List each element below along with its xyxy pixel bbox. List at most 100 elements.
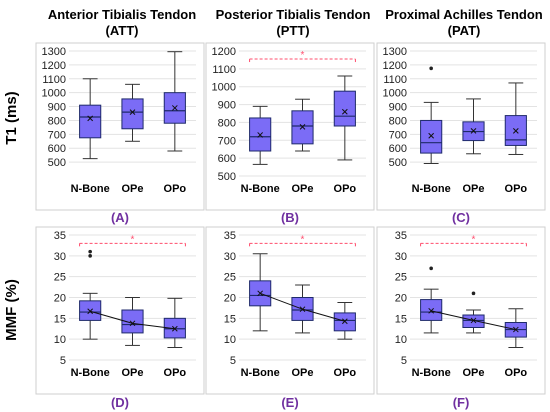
y-tick-label: 900 [389, 102, 407, 114]
y-tick-label: 30 [54, 251, 66, 263]
y-tick-label: 10 [224, 334, 236, 346]
mean-marker [87, 115, 94, 122]
y-tick-label: 700 [218, 135, 236, 147]
y-tick-label: 1200 [42, 60, 66, 72]
y-tick-label: 1300 [42, 46, 66, 58]
y-tick-label: 1100 [383, 74, 407, 86]
category-label: OPe [462, 367, 484, 379]
panel-4: 5 10 15 20 25 30 35 N-Bone OPe OPo * (D) [35, 226, 205, 410]
category-label: N-Bone [412, 367, 451, 379]
panel-frame [35, 42, 205, 211]
y-tick-label: 30 [224, 251, 236, 263]
y-tick-label: 1200 [212, 46, 236, 58]
box-iqr [79, 104, 102, 139]
panel-5: 5 10 15 20 25 30 35 N-Bone OPe OPo * (E) [205, 226, 375, 410]
mean-marker [428, 132, 435, 139]
significance-star: * [472, 234, 476, 245]
box-iqr [462, 314, 485, 328]
y-tick-label: 20 [224, 293, 236, 305]
category-label: OPe [121, 183, 143, 195]
panel-label: (D) [111, 395, 129, 410]
panel-6: 5 10 15 20 25 30 35 N-Bone OPe OPo * (F) [376, 226, 546, 410]
y-tick-label: 20 [395, 293, 407, 305]
mean-trend-line [90, 310, 175, 330]
y-tick-label: 5 [401, 355, 407, 367]
mean-marker [341, 108, 348, 115]
outlier-point [88, 254, 92, 258]
y-tick-label: 800 [48, 115, 66, 127]
y-tick-label: 10 [395, 334, 407, 346]
y-tick-label: 1000 [42, 88, 66, 100]
y-tick-label: 800 [389, 115, 407, 127]
column-title-pat-line1: Proximal Achilles Tendon [385, 7, 543, 22]
box-iqr [121, 309, 144, 334]
y-tick-label: 5 [60, 355, 66, 367]
category-label: OPo [164, 183, 187, 195]
category-label: N-Bone [412, 183, 451, 195]
category-label: OPo [505, 367, 528, 379]
category-label: OPo [334, 183, 357, 195]
panel-label: (B) [281, 210, 299, 225]
outlier-point [471, 291, 476, 296]
y-tick-label: 1100 [42, 74, 66, 86]
significance-star: * [131, 234, 135, 245]
column-title-pat-line2: (PAT) [448, 23, 481, 38]
y-tick-label: 25 [395, 272, 407, 284]
box-iqr [420, 119, 443, 154]
y-tick-label: 35 [224, 230, 236, 242]
y-tick-label: 1300 [383, 46, 407, 58]
category-label: OPo [334, 367, 357, 379]
category-label: OPo [164, 367, 187, 379]
y-tick-label: 600 [389, 143, 407, 155]
category-label: N-Bone [71, 183, 110, 195]
outlier-point [429, 266, 433, 271]
panel-label: (E) [281, 395, 298, 410]
category-label: OPe [121, 367, 143, 379]
column-title-ptt-line1: Posterior Tibialis Tendon [216, 7, 371, 22]
mean-marker [512, 128, 519, 134]
row-label-mmf: MMF (%) [3, 279, 20, 341]
column-title-att-line1: Anterior Tibialis Tendon [48, 7, 196, 22]
y-tick-label: 20 [54, 293, 66, 305]
panel-label: (A) [111, 210, 129, 225]
panel-label: (F) [453, 395, 470, 410]
column-title-att-line2: (ATT) [106, 23, 139, 38]
category-label: OPo [505, 183, 528, 195]
y-tick-label: 15 [224, 313, 236, 325]
panel-frame [35, 226, 205, 395]
mean-trend-line [431, 310, 516, 331]
box-iqr [121, 98, 144, 130]
y-tick-label: 35 [395, 230, 407, 242]
box-iqr [420, 299, 443, 321]
significance-star: * [301, 234, 305, 245]
y-tick-label: 700 [48, 129, 66, 141]
mean-marker [470, 128, 477, 134]
mean-marker [171, 105, 178, 111]
y-tick-label: 15 [54, 313, 66, 325]
significance-star: * [301, 50, 305, 61]
y-tick-label: 30 [395, 251, 407, 263]
category-label: N-Bone [71, 367, 110, 379]
category-label: OPe [291, 367, 313, 379]
y-tick-label: 800 [218, 117, 236, 129]
y-tick-label: 500 [48, 157, 66, 169]
panel-2: 500 600 700 800 900 1000 1100 1200 N-Bone OPe OPo *… [205, 42, 375, 225]
y-tick-label: 1200 [383, 60, 407, 72]
y-tick-label: 1100 [212, 64, 236, 76]
y-tick-label: 15 [395, 313, 407, 325]
y-tick-label: 1000 [212, 82, 236, 94]
mean-trend-line [259, 292, 345, 322]
y-tick-label: 10 [54, 334, 66, 346]
column-title-ptt-line2: (PTT) [276, 23, 309, 38]
category-label: OPe [291, 183, 313, 195]
y-tick-label: 500 [218, 171, 236, 183]
y-tick-label: 500 [389, 157, 407, 169]
y-tick-label: 25 [54, 272, 66, 284]
panel-label: (C) [452, 210, 470, 225]
panel-frame [205, 226, 375, 395]
y-tick-label: 5 [230, 355, 236, 367]
category-label: N-Bone [241, 183, 280, 195]
y-tick-label: 25 [224, 272, 236, 284]
